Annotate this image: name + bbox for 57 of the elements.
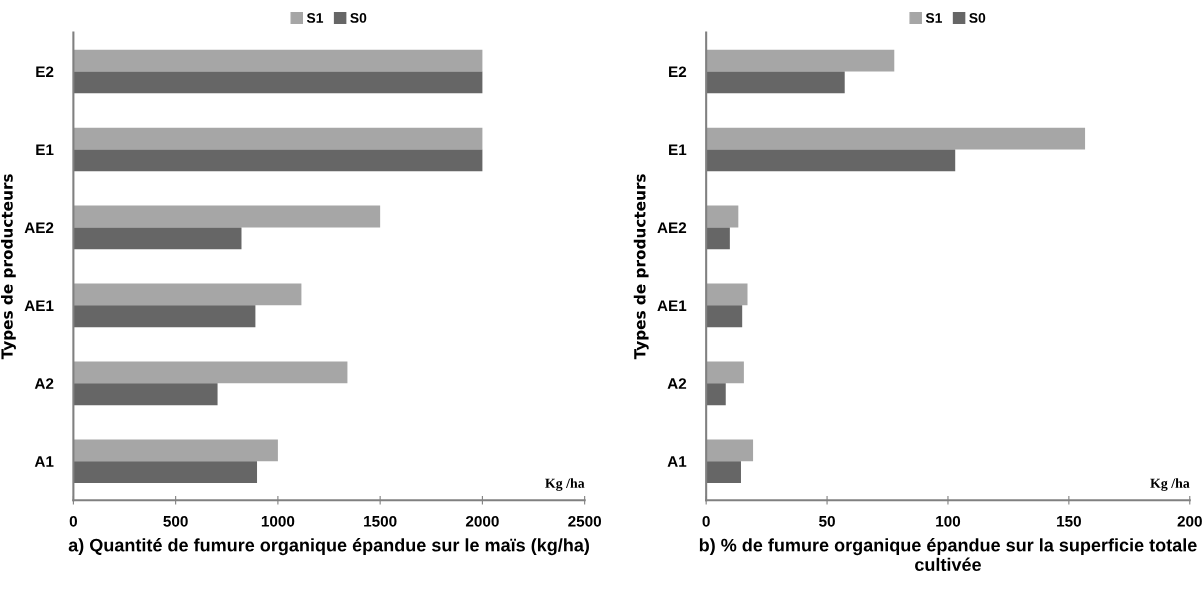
- bar: [706, 283, 748, 306]
- annotation: Kg /ha: [545, 478, 585, 491]
- bar: [706, 439, 754, 462]
- bar: [706, 227, 730, 250]
- x-tick-label: 1500: [364, 515, 397, 527]
- x-tick-label: 50: [819, 515, 835, 527]
- bar: [73, 383, 218, 406]
- bar: [73, 205, 381, 228]
- x-tick-label: 2500: [568, 515, 602, 527]
- bar: [73, 283, 302, 306]
- y-tick-label: AE1: [24, 300, 54, 311]
- y-tick-label: A2: [34, 378, 54, 389]
- y-tick-label: AE2: [657, 222, 687, 233]
- bar: [73, 71, 483, 94]
- bar: [706, 71, 845, 94]
- bar: [706, 305, 743, 328]
- bar: [706, 49, 895, 72]
- bar: [73, 461, 258, 484]
- x-tick-label: 2000: [465, 515, 499, 527]
- bar: [73, 439, 278, 462]
- bar: [706, 383, 726, 406]
- y-tick-label: A1: [667, 456, 687, 467]
- bar: [73, 361, 348, 384]
- x-tick-label: 150: [1057, 515, 1081, 527]
- annotation: Kg /ha: [1150, 478, 1190, 491]
- legend-label: S1: [306, 13, 324, 23]
- x-tick-label: 200: [1177, 515, 1202, 527]
- x-axis-title: b) % de fumure organique épandue sur la superficie totale cultivée: [699, 538, 1197, 572]
- bar: [706, 149, 956, 172]
- y-tick-label: E1: [36, 144, 54, 156]
- bar: [73, 149, 483, 172]
- bar: [706, 127, 1086, 150]
- bar: [73, 49, 483, 72]
- bar: [706, 361, 744, 384]
- y-tick-label: E1: [669, 144, 687, 156]
- y-tick-label: AE2: [24, 222, 54, 233]
- x-tick-label: 0: [69, 515, 78, 527]
- y-tick-label: E2: [36, 66, 54, 78]
- y-tick-label: A2: [667, 378, 687, 389]
- bar: [706, 205, 739, 228]
- legend-label: S0: [969, 13, 986, 23]
- y-tick-label: E2: [669, 66, 687, 78]
- y-tick-label: A1: [34, 456, 54, 467]
- legend-label: S0: [350, 13, 367, 23]
- bar: [73, 305, 256, 328]
- x-tick-label: 1000: [261, 515, 295, 527]
- x-tick-label: 500: [163, 515, 188, 527]
- x-tick-label: 0: [702, 515, 710, 527]
- y-axis-title: Types de producteurs: [0, 174, 16, 360]
- bar: [73, 127, 483, 150]
- x-tick-label: 100: [936, 515, 961, 527]
- x-axis-title: a) Quantité de fumure organique épandue sur le maïs (kg/ha): [68, 538, 589, 556]
- legend-label: S1: [925, 13, 943, 23]
- bar: [706, 461, 741, 484]
- bar: [73, 227, 242, 250]
- y-tick-label: AE1: [657, 300, 687, 311]
- y-axis-title: Types de producteurs: [633, 174, 649, 360]
